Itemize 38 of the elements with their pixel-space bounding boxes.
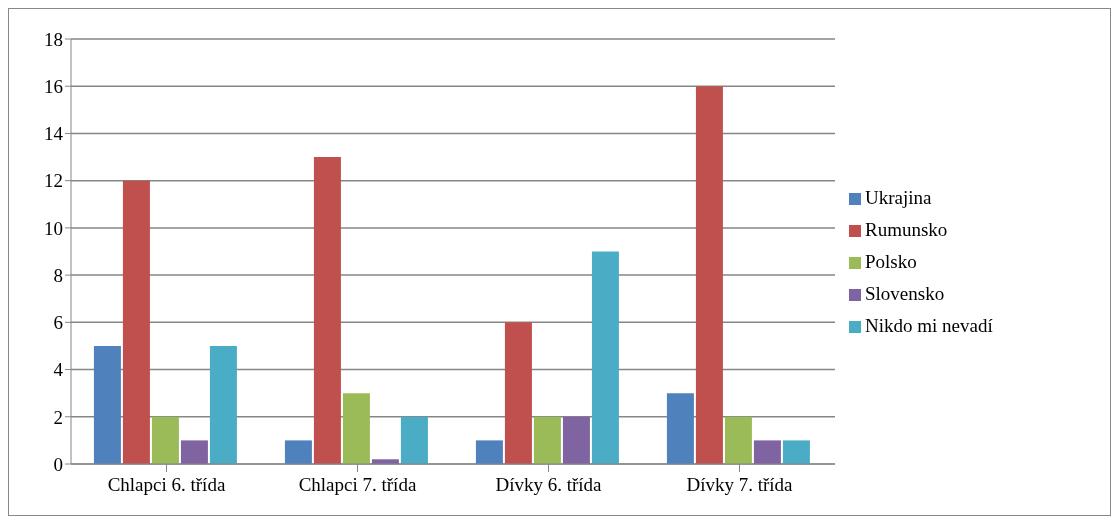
y-tick-label: 2 [53, 406, 63, 428]
legend-label: Nikdo mi nevadí [865, 314, 993, 336]
bar [562, 416, 590, 464]
y-tick-label: 12 [44, 170, 63, 192]
y-tick-label: 4 [53, 359, 64, 381]
x-tick-label: Chlapci 6. třída [107, 474, 226, 496]
bar [591, 251, 619, 464]
bar [93, 345, 121, 464]
legend-label: Ukrajina [865, 186, 932, 208]
y-tick-label: 8 [53, 264, 63, 286]
bar [180, 440, 208, 464]
bar [122, 180, 150, 464]
x-tick-label: Dívky 7. třída [686, 474, 794, 496]
y-tick-label: 18 [44, 28, 63, 50]
bar [724, 416, 752, 464]
bar [695, 86, 723, 464]
legend-label: Rumunsko [865, 218, 948, 240]
bar [475, 440, 503, 464]
y-tick-label: 16 [44, 75, 63, 97]
bar [342, 393, 370, 464]
legend-label: Slovensko [865, 282, 945, 304]
bar [151, 416, 179, 464]
bar [209, 345, 237, 464]
y-tick-label: 14 [44, 123, 64, 145]
legend-label: Polsko [865, 250, 917, 272]
x-tick-label: Chlapci 7. třída [298, 474, 417, 496]
bar [782, 440, 810, 464]
bar [666, 393, 694, 464]
bar [400, 416, 428, 464]
bar [504, 322, 532, 464]
bar [533, 416, 561, 464]
y-tick-label: 10 [44, 217, 63, 239]
bar [753, 440, 781, 464]
x-tick-label: Dívky 6. třída [495, 474, 603, 496]
y-tick-label: 0 [53, 453, 63, 475]
bar [313, 157, 341, 464]
y-tick-label: 6 [53, 312, 63, 334]
bar [284, 440, 312, 464]
